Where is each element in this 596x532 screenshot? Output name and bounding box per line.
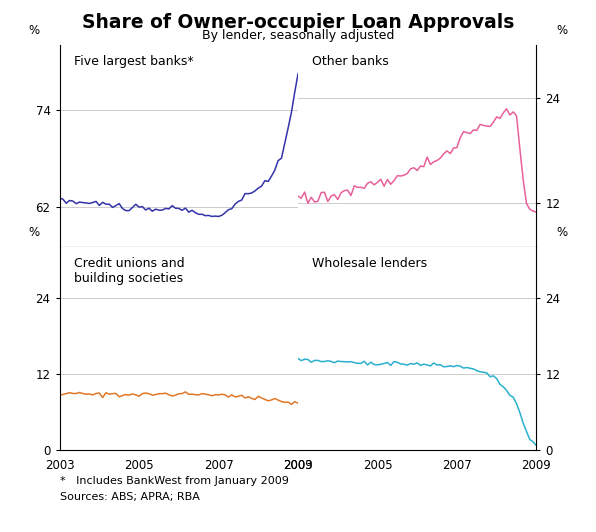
Text: By lender, seasonally adjusted: By lender, seasonally adjusted: [202, 29, 394, 42]
Text: %: %: [29, 226, 40, 239]
Text: %: %: [556, 226, 567, 239]
Text: %: %: [29, 24, 40, 37]
Text: Credit unions and
building societies: Credit unions and building societies: [74, 257, 185, 286]
Text: Share of Owner-occupier Loan Approvals: Share of Owner-occupier Loan Approvals: [82, 13, 514, 32]
Text: %: %: [556, 24, 567, 37]
Text: *   Includes BankWest from January 2009: * Includes BankWest from January 2009: [60, 476, 288, 486]
Text: Five largest banks*: Five largest banks*: [74, 55, 194, 68]
Text: Wholesale lenders: Wholesale lenders: [312, 257, 427, 270]
Text: Other banks: Other banks: [312, 55, 389, 68]
Text: Sources: ABS; APRA; RBA: Sources: ABS; APRA; RBA: [60, 492, 200, 502]
